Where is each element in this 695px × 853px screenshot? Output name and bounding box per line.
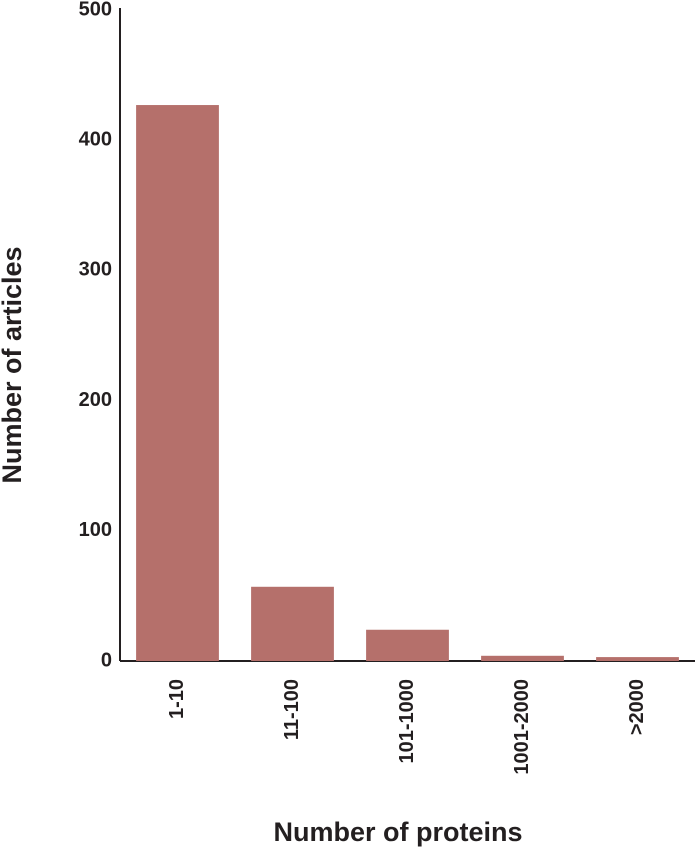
bar bbox=[136, 105, 219, 661]
bar bbox=[481, 655, 564, 661]
x-axis-title: Number of proteins bbox=[273, 817, 522, 847]
x-tick-label: 11-100 bbox=[281, 679, 303, 740]
y-tick-label: 500 bbox=[79, 0, 112, 20]
y-tick-label: 400 bbox=[79, 128, 112, 150]
x-tick-label: 1-10 bbox=[166, 679, 188, 719]
x-tick-label: >2000 bbox=[626, 679, 648, 735]
bar bbox=[596, 657, 679, 661]
y-tick-label: 100 bbox=[79, 519, 112, 541]
y-tick-label: 0 bbox=[101, 649, 112, 671]
y-tick-label: 300 bbox=[79, 259, 112, 281]
y-tick-label: 200 bbox=[79, 389, 112, 411]
bar bbox=[251, 586, 334, 661]
bar bbox=[366, 629, 449, 661]
y-axis-title: Number of articles bbox=[0, 246, 27, 483]
x-tick-label: 1001-2000 bbox=[511, 679, 533, 775]
x-tick-label: 101-1000 bbox=[396, 679, 418, 764]
